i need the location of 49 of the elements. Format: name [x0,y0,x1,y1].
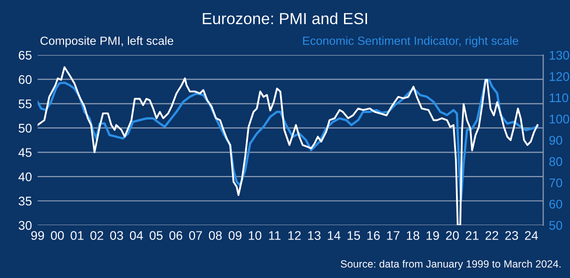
x-tick-label: 23 [505,231,518,240]
x-tick-label: 10 [248,231,262,240]
y-tick-label: 40 [18,172,32,182]
y-tick-label: 55 [18,100,32,108]
y2-tick-label: 60 [549,200,562,209]
x-tick-label: 00 [50,231,64,240]
x-tick-label: 16 [367,231,380,240]
y-tick-label: 65 [18,50,32,60]
y2-tick-label: 120 [550,72,570,81]
x-tick-label: 19 [426,231,439,240]
chart-title: Eurozone: PMI and ESI [202,12,367,24]
x-tick-label: 18 [406,231,420,240]
y-tick-label: 50 [18,124,32,133]
y-axis-title: Composite PMI, left scale [40,36,174,48]
x-tick-label: 07 [189,231,202,240]
y-tick-label: 45 [18,148,32,157]
x-tick-label: 20 [446,231,459,240]
x-tick-label: 24 [525,231,538,240]
x-tick-label: 22 [486,231,498,240]
x-tick-label: 01 [70,231,84,240]
x-tick-label: 21 [466,231,478,240]
source-note: Source: data from January 1999 to March 2024. [340,260,561,270]
x-tick-label: 15 [348,231,360,240]
y2-axis-title: Economic Sentiment Indicator, right scale [303,36,518,48]
x-tick-label: 14 [328,231,340,240]
y-tick-label: 35 [18,196,32,206]
x-tick-label: 05 [150,231,163,240]
x-tick-label: 08 [208,231,222,240]
x-tick-label: 12 [288,231,301,240]
x-tick-label: 11 [269,231,280,240]
x-tick-label: 04 [130,231,143,240]
y2-tick-label: 130 [550,50,570,60]
x-tick-label: 13 [308,231,321,240]
y2-tick-label: 100 [550,114,570,124]
y2-tick-label: 110 [550,93,568,102]
x-tick-label: 03 [110,231,124,240]
x-tick-label: 06 [169,231,182,240]
y-tick-label: 30 [18,220,32,230]
y2-tick-label: 50 [549,220,562,230]
y2-tick-label: 90 [549,136,562,145]
x-tick-label: 17 [387,231,400,240]
x-tick-label: 09 [228,231,242,240]
y-tick-label: 60 [18,75,32,84]
x-tick-label: 99 [31,231,44,240]
y2-tick-label: 70 [549,178,562,188]
y2-tick-label: 80 [549,157,562,166]
line-series [38,78,539,202]
line-series [38,66,538,226]
x-tick-label: 02 [90,231,104,240]
